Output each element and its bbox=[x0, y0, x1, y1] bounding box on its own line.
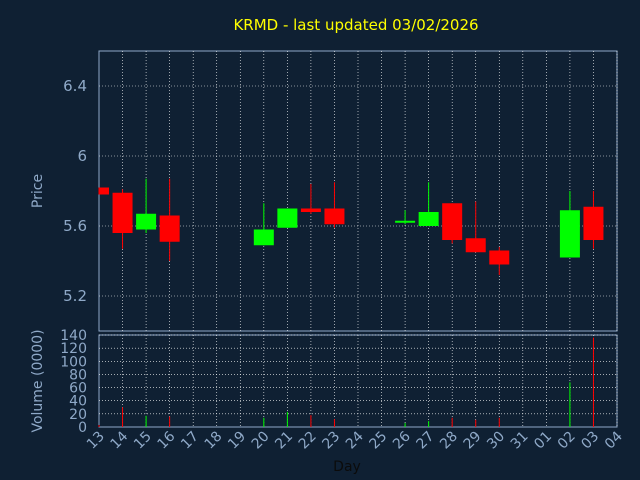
volume-axis-label: Volume (0000) bbox=[30, 329, 46, 432]
day-tick-label: 15 bbox=[131, 429, 155, 453]
day-tick-label: 29 bbox=[461, 429, 485, 453]
day-tick-label: 30 bbox=[484, 429, 508, 453]
day-tick-label: 17 bbox=[178, 429, 202, 453]
day-tick-label: 23 bbox=[319, 429, 343, 453]
price-grid bbox=[99, 51, 618, 331]
day-tick-label: 26 bbox=[390, 428, 414, 452]
candle bbox=[559, 191, 580, 258]
candle-body bbox=[112, 192, 133, 233]
candle bbox=[418, 182, 439, 226]
day-tick-label: 22 bbox=[296, 429, 320, 453]
volume-tick-label: 60 bbox=[69, 381, 87, 397]
volume-tick-label: 0 bbox=[78, 420, 87, 436]
price-axis-label: Price bbox=[30, 174, 46, 208]
candle-body bbox=[277, 208, 298, 228]
candles bbox=[98, 178, 604, 275]
candle bbox=[112, 189, 133, 249]
candle bbox=[277, 208, 298, 228]
candle-body bbox=[465, 238, 486, 253]
candle-body bbox=[418, 212, 439, 226]
candle bbox=[300, 184, 321, 214]
candle bbox=[583, 191, 604, 249]
price-panel: 5.2 5.6 6 6.4 bbox=[63, 50, 618, 332]
candle-body bbox=[159, 215, 180, 242]
day-tick-label: 13 bbox=[84, 429, 108, 453]
day-tick-label: 28 bbox=[437, 429, 461, 453]
day-tick-label: 24 bbox=[343, 428, 367, 452]
day-axis-label: Day bbox=[333, 459, 361, 475]
candle-body bbox=[136, 213, 157, 230]
candle-body bbox=[395, 220, 416, 223]
day-tick-label: 25 bbox=[366, 429, 390, 453]
day-tick-label: 16 bbox=[155, 428, 179, 452]
day-axis-ticks: 13 14 15 16 17 18 19 20 21 22 23 24 25 26 27 28 29 30 31 01… bbox=[84, 428, 626, 452]
volume-tick-label: 80 bbox=[69, 367, 87, 383]
candle bbox=[159, 178, 180, 261]
candle-body bbox=[442, 203, 463, 240]
candle bbox=[136, 178, 157, 233]
volume-tick-label: 20 bbox=[69, 407, 87, 423]
day-tick-label: 31 bbox=[508, 429, 532, 453]
volume-tick-label: 140 bbox=[60, 328, 87, 344]
day-tick-label: 21 bbox=[272, 429, 296, 453]
price-tick-label: 6.4 bbox=[63, 77, 87, 95]
candle-body bbox=[583, 206, 604, 240]
chart-title: KRMD - last updated 03/02/2026 bbox=[233, 16, 478, 34]
day-tick-label: 27 bbox=[414, 429, 438, 453]
price-tick-label: 5.6 bbox=[63, 217, 87, 235]
day-tick-label: 18 bbox=[202, 429, 226, 453]
price-axis-ticks: 5.2 5.6 6 6.4 bbox=[63, 77, 87, 305]
price-tick-label: 5.2 bbox=[63, 287, 87, 305]
candle bbox=[253, 203, 274, 246]
candle-body bbox=[99, 187, 109, 195]
candle bbox=[465, 201, 486, 253]
candle-body bbox=[253, 229, 274, 246]
day-tick-label: 04 bbox=[602, 428, 626, 452]
day-tick-label: 03 bbox=[578, 429, 602, 453]
candle-body bbox=[559, 210, 580, 258]
candle-body bbox=[300, 208, 321, 212]
candle bbox=[442, 203, 463, 244]
price-tick-label: 6 bbox=[77, 147, 87, 165]
candle-body bbox=[324, 208, 345, 225]
day-tick-label: 14 bbox=[107, 428, 131, 452]
volume-tick-label: 40 bbox=[69, 394, 87, 410]
volume-bars bbox=[98, 337, 594, 427]
day-tick-label: 19 bbox=[225, 429, 249, 453]
day-tick-label: 20 bbox=[249, 429, 273, 453]
candle bbox=[324, 182, 345, 228]
candle bbox=[489, 247, 510, 275]
volume-tick-label: 100 bbox=[60, 354, 87, 370]
candle bbox=[395, 210, 416, 225]
candle bbox=[98, 187, 109, 195]
candle-body bbox=[489, 250, 510, 265]
day-tick-label: 01 bbox=[531, 429, 555, 453]
volume-grid bbox=[99, 334, 618, 427]
day-tick-label: 02 bbox=[555, 429, 579, 453]
volume-tick-label: 120 bbox=[60, 341, 87, 357]
